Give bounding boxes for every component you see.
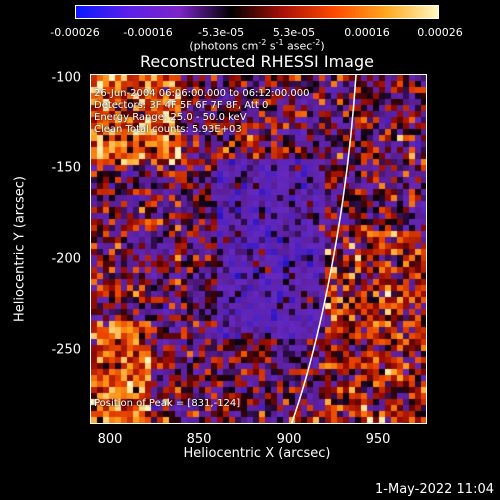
colorbar-tick-label: 0.00016 (344, 26, 390, 39)
image-plot (90, 74, 427, 424)
colorbar (75, 5, 439, 19)
rhessi-image (91, 75, 426, 423)
colorbar-tick-label: 5.3e-05 (272, 26, 316, 39)
x-tick-label: 800 (97, 432, 123, 447)
limb-curve (290, 75, 357, 423)
colorbar-tick-label: -0.00016 (123, 26, 173, 39)
x-tick-label: 950 (365, 432, 391, 447)
colorbar-tick-label: -5.3e-05 (197, 26, 245, 39)
info-time: 26-Jun-2004 06:06:00.000 to 06:12:00.000 (94, 88, 310, 99)
info-peak: Position of Peak = [831,-124] (94, 398, 241, 409)
x-axis-label: Heliocentric X (arcsec) (183, 446, 331, 461)
x-tick-label: 850 (186, 432, 212, 447)
solar-limb (290, 75, 357, 423)
y-tick-label: -100 (51, 70, 81, 86)
info-clean: Clean Total counts: 5.93E+03 (94, 124, 242, 135)
y-tick-label: -200 (51, 251, 81, 267)
datestamp: 1-May-2022 11:04 (375, 482, 494, 497)
colorbar-gradient (76, 6, 438, 18)
y-axis-label: Heliocentric Y (arcsec) (12, 176, 28, 322)
info-detectors: Detectors: 3F 4F 5F 6F 7F 8F, Att 0 (94, 100, 269, 111)
y-tick-label: -250 (51, 342, 81, 358)
info-energy: Energy Range: 25.0 - 50.0 keV (94, 112, 247, 123)
plot-title: Reconstructed RHESSI Image (140, 52, 374, 71)
colorbar-tick-label: 0.00026 (417, 26, 463, 39)
colorbar-units: (photons cm-2 s-1 asec-2) (189, 38, 325, 53)
y-tick-label: -150 (51, 160, 81, 176)
colorbar-tick-label: -0.00026 (50, 26, 100, 39)
x-tick-label: 900 (276, 432, 302, 447)
